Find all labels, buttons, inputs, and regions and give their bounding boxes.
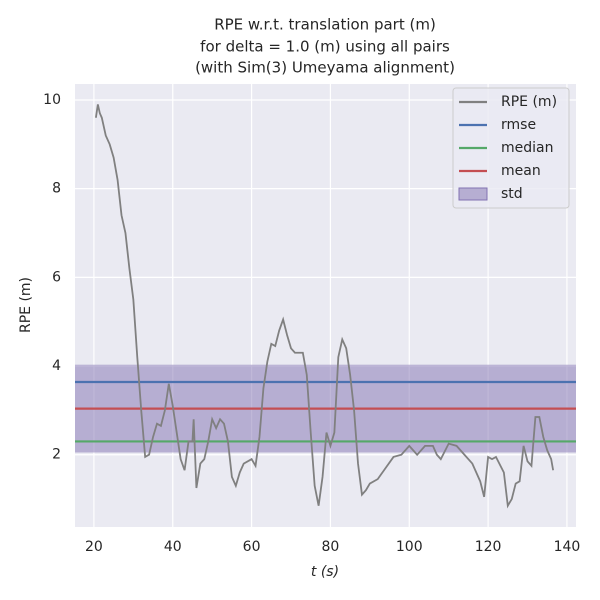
chart-title: for delta = 1.0 (m) using all pairs — [200, 38, 450, 56]
legend-label: RPE (m) — [501, 94, 557, 110]
data-line — [95, 104, 555, 509]
x-tick-label: 60 — [243, 539, 261, 555]
y-tick-label: 8 — [52, 181, 61, 197]
y-tick-label: 10 — [43, 92, 61, 108]
y-tick-label: 4 — [52, 358, 61, 374]
x-tick-label: 40 — [164, 539, 182, 555]
legend-box — [452, 87, 570, 209]
chart-title: (with Sim(3) Umeyama alignment) — [195, 59, 455, 77]
legend-label: rmse — [501, 117, 536, 133]
legend-label: median — [501, 140, 553, 156]
x-tick-label: 80 — [322, 539, 340, 555]
legend-label: std — [501, 186, 523, 202]
x-tick-label: 140 — [554, 539, 581, 555]
x-axis-label: t (s) — [311, 564, 339, 580]
y-tick-label: 6 — [52, 269, 61, 285]
x-tick-label: 20 — [85, 539, 103, 555]
y-tick-label: 2 — [52, 447, 61, 463]
x-tick-label: 120 — [475, 539, 502, 555]
legend-swatch — [458, 187, 488, 201]
legend-label: mean — [501, 163, 541, 179]
chart-title: RPE w.r.t. translation part (m) — [214, 16, 436, 34]
x-tick-label: 100 — [396, 539, 423, 555]
y-axis-label: RPE (m) — [18, 277, 34, 333]
